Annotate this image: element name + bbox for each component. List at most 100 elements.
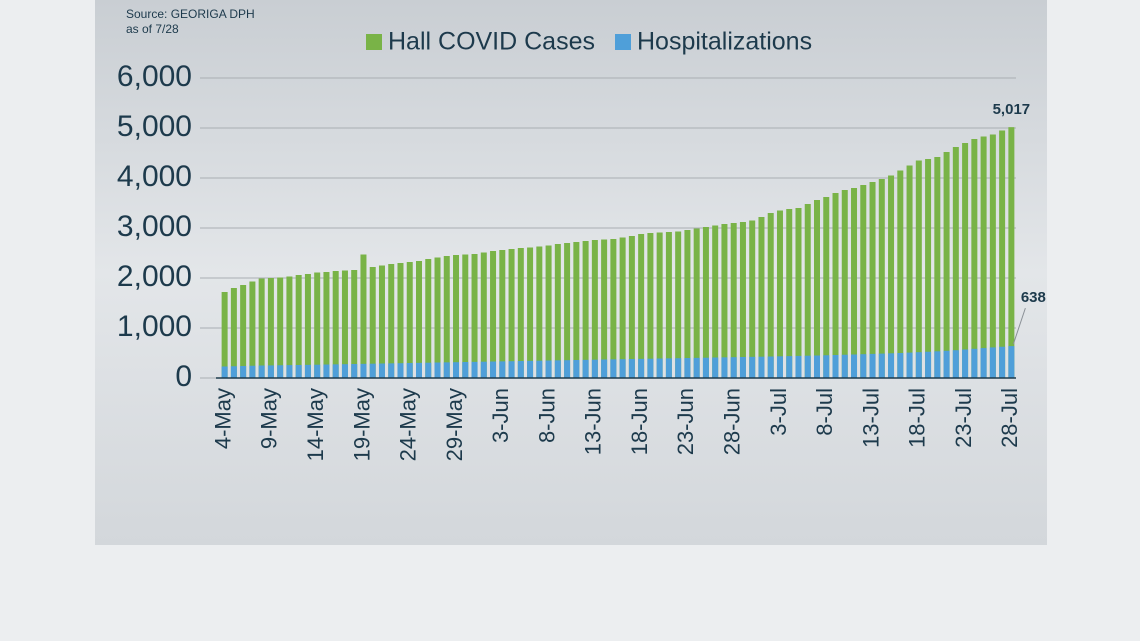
bar xyxy=(915,352,922,378)
bar xyxy=(767,356,774,378)
bar xyxy=(934,157,941,378)
leader-line xyxy=(1012,307,1026,345)
bar xyxy=(628,359,635,378)
bar xyxy=(240,285,247,378)
bar xyxy=(314,364,321,378)
bar xyxy=(684,358,691,378)
bar xyxy=(702,357,709,378)
bar xyxy=(388,264,395,378)
bar xyxy=(230,288,237,378)
bar xyxy=(378,265,385,378)
bar xyxy=(832,193,839,378)
y-tick-label: 2,000 xyxy=(117,260,192,293)
bar xyxy=(925,351,932,378)
x-tick-label: 3-Jun xyxy=(488,388,513,443)
bar xyxy=(999,346,1006,378)
bar xyxy=(999,130,1006,378)
bar xyxy=(1008,127,1015,379)
bar xyxy=(249,281,256,378)
bar xyxy=(397,363,404,378)
bar xyxy=(434,257,441,378)
bar xyxy=(647,358,654,378)
bar xyxy=(601,359,608,378)
panel xyxy=(95,0,1047,545)
bar xyxy=(527,360,534,378)
bar xyxy=(675,358,682,378)
bar xyxy=(776,210,783,378)
bar xyxy=(332,364,339,378)
bar xyxy=(638,358,645,378)
bar xyxy=(841,354,848,378)
bar xyxy=(360,363,367,378)
bar xyxy=(369,363,376,378)
data-label: 5,017 xyxy=(993,101,1031,118)
bar xyxy=(304,274,311,378)
bar xyxy=(536,246,543,378)
bar xyxy=(295,275,302,378)
bar xyxy=(739,222,746,378)
bar xyxy=(795,355,802,378)
bar xyxy=(434,362,441,378)
x-tick-label: 28-Jul xyxy=(997,388,1022,448)
bar xyxy=(878,179,885,378)
bar xyxy=(647,233,654,378)
x-tick-label: 19-May xyxy=(349,388,374,461)
bar xyxy=(638,234,645,378)
bar xyxy=(758,217,765,378)
y-tick-label: 1,000 xyxy=(117,310,192,343)
x-tick-label: 28-Jun xyxy=(720,388,745,455)
bar xyxy=(739,357,746,378)
bar xyxy=(906,165,913,378)
bar xyxy=(564,360,571,378)
bar xyxy=(888,353,895,378)
bar xyxy=(823,355,830,378)
bar xyxy=(767,213,774,378)
bar xyxy=(277,365,284,378)
bar xyxy=(1008,346,1015,378)
bar xyxy=(860,354,867,378)
bar xyxy=(406,262,413,378)
bar xyxy=(517,361,524,378)
legend-swatch xyxy=(366,34,382,50)
bar xyxy=(591,359,598,378)
bar xyxy=(471,361,478,378)
bar xyxy=(851,188,858,378)
y-tick-label: 6,000 xyxy=(117,60,192,93)
bar xyxy=(888,175,895,378)
bar xyxy=(425,259,432,378)
x-tick-label: 23-Jul xyxy=(951,388,976,448)
bar xyxy=(619,359,626,378)
bar xyxy=(453,255,460,378)
y-tick-label: 3,000 xyxy=(117,210,192,243)
bar xyxy=(341,270,348,378)
bar xyxy=(712,357,719,378)
bar xyxy=(564,243,571,378)
legend-label: Hospitalizations xyxy=(637,28,812,56)
y-tick-label: 0 xyxy=(175,360,192,393)
source: Source: GEORIGA DPH xyxy=(126,7,255,21)
bar xyxy=(443,256,450,378)
bar xyxy=(221,292,228,378)
bar xyxy=(943,350,950,378)
bar xyxy=(730,223,737,378)
bar xyxy=(230,366,237,378)
bar xyxy=(323,364,330,378)
bar xyxy=(490,251,497,378)
bar xyxy=(277,277,284,378)
x-tick-label: 13-Jul xyxy=(858,388,883,448)
bar xyxy=(221,366,228,378)
bar xyxy=(573,360,580,378)
x-tick-label: 24-May xyxy=(396,388,421,461)
bar xyxy=(712,225,719,378)
bar xyxy=(749,356,756,378)
bar xyxy=(823,197,830,378)
x-tick-label: 8-Jul xyxy=(812,388,837,436)
bar xyxy=(656,232,663,378)
bar xyxy=(804,204,811,378)
bar xyxy=(721,224,728,378)
bar xyxy=(536,360,543,378)
bar xyxy=(980,136,987,378)
bar xyxy=(962,143,969,378)
bar xyxy=(369,267,376,378)
x-tick-label: 3-Jul xyxy=(766,388,791,436)
